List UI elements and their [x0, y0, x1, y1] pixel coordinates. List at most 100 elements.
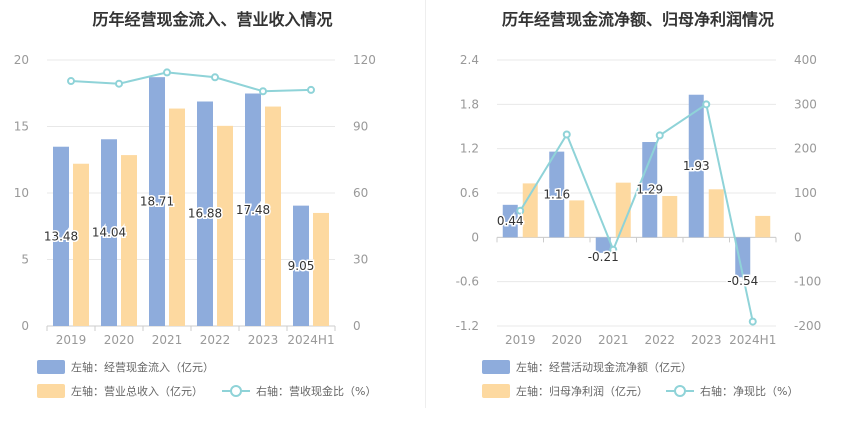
right-chart-y-left-tick-label: -1.2 [456, 319, 479, 333]
right-chart-second-bar [569, 200, 585, 238]
left-chart-ratio-point [163, 68, 171, 77]
right-chart-cash-bar [735, 237, 751, 278]
left-chart-x-tick-label: 2020 [104, 333, 135, 347]
left-chart-y-left-tick-label: 0 [21, 319, 29, 333]
right-chart-y-left-tick-label: 0.6 [460, 186, 479, 200]
left-chart-y-right-tick-label: 90 [353, 120, 368, 134]
left-chart-canvas: 0 5 10 15 20 0 30 60 90 120 2019 2020 2021 2022 2023 20… [14, 53, 376, 347]
left-chart-data-label: 13.48 [44, 229, 78, 243]
right-chart-ratio-point [609, 245, 618, 254]
left-chart-y-left-tick-label: 20 [14, 53, 29, 67]
right-chart-y-right-tick-label: -100 [794, 275, 821, 289]
left-legend-label-ratio: 右轴：营收现金比（%） [256, 385, 377, 398]
right-chart-y-right-tick-label: -200 [794, 319, 821, 333]
left-chart-y-right-tick-label: 60 [353, 186, 368, 200]
left-chart-second-bar [265, 106, 281, 326]
right-chart-ratio-point [655, 131, 664, 140]
right-chart-y-right-tick-label: 200 [794, 142, 817, 156]
right-chart-data-label: -0.54 [727, 274, 758, 288]
right-legend-line-marker-icon [666, 384, 694, 398]
right-chart-data-label: 1.29 [636, 183, 663, 197]
right-legend-item-net-cash-flow[interactable]: 左轴：经营活动现金流净额（亿元） [482, 359, 692, 375]
left-chart-cash-bar [197, 101, 213, 326]
left-legend-item-ratio[interactable]: 右轴：营收现金比（%） [222, 383, 376, 399]
left-chart-data-label: 9.05 [288, 259, 315, 273]
left-chart-cash-bar [149, 77, 165, 326]
right-legend-item-net-cash-ratio[interactable]: 右轴：净现比（%） [666, 383, 798, 399]
right-chart-canvas: -1.2 -0.6 0 0.6 1.2 1.8 2.4 -200 -100 0 100 200 300 4… [456, 53, 822, 347]
right-chart-ratio-point [516, 206, 525, 215]
left-chart-ratio-point [259, 87, 267, 96]
right-chart-data-label: 1.93 [683, 159, 710, 173]
left-chart-second-bar [169, 108, 185, 326]
right-chart-second-bar [522, 183, 538, 238]
right-chart-x-tick-label: 2024H1 [729, 333, 776, 347]
right-chart-y-left-tick-label: 1.8 [460, 97, 479, 111]
left-chart-cash-bar [293, 205, 309, 326]
left-chart-second-bar [121, 155, 137, 326]
left-chart-panel: 历年经营现金流入、营业收入情况 0 5 10 15 20 0 30 60 90 120 2019 20… [14, 10, 376, 399]
right-legend-label-net-profit: 左轴：归母净利润（亿元） [516, 385, 648, 398]
right-chart-ratio-point [748, 317, 757, 326]
left-legend-swatch-blue [37, 360, 65, 374]
left-legend-label-revenue: 左轴：营业总收入（亿元） [71, 385, 203, 398]
right-legend-label-net-cash-flow: 左轴：经营活动现金流净额（亿元） [516, 361, 692, 374]
right-chart-y-right-tick-label: 300 [794, 97, 817, 111]
left-chart-y-right-tick-label: 0 [353, 319, 361, 333]
left-chart-data-label: 16.88 [188, 207, 222, 221]
left-chart-ratio-line [70, 71, 312, 93]
right-chart-x-tick-label: 2021 [598, 333, 629, 347]
left-chart-second-bar [73, 163, 89, 326]
left-chart-x-tick-label: 2022 [200, 333, 231, 347]
left-legend-line-marker-icon [222, 384, 250, 398]
left-chart-y-left-tick-label: 10 [14, 186, 29, 200]
right-chart-x-tick-label: 2020 [551, 333, 582, 347]
right-legend-swatch-blue [482, 360, 510, 374]
right-chart-x-tick-label: 2019 [505, 333, 536, 347]
right-chart-x-tick-label: 2022 [644, 333, 675, 347]
left-chart-ratio-point [115, 79, 123, 88]
left-chart-x-tick-label: 2019 [56, 333, 87, 347]
right-chart-data-label: 0.44 [497, 214, 524, 228]
right-chart-y-right-tick-label: 400 [794, 53, 817, 67]
right-chart-ratio-point [562, 130, 571, 139]
right-legend-label-net-cash-ratio: 右轴：净现比（%） [700, 385, 799, 398]
left-chart-y-left-tick-label: 15 [14, 120, 29, 134]
right-chart-data-label: 1.16 [543, 187, 570, 201]
right-chart-y-left-tick-label: 1.2 [460, 142, 479, 156]
left-legend-item-revenue[interactable]: 左轴：营业总收入（亿元） [37, 383, 203, 399]
right-chart-y-left-tick-label: 0 [471, 230, 479, 244]
right-chart-cash-bar [688, 94, 704, 238]
left-chart-second-bar [217, 125, 233, 327]
left-chart-x-tick-label: 2024H1 [287, 333, 334, 347]
right-chart-y-left-tick-label: 2.4 [460, 53, 479, 67]
right-legend-item-net-profit[interactable]: 左轴：归母净利润（亿元） [482, 383, 648, 399]
left-chart-cash-bar [245, 93, 261, 327]
left-legend-swatch-orange [37, 384, 65, 398]
right-legend-swatch-orange [482, 384, 510, 398]
right-chart-data-label: -0.21 [588, 250, 619, 264]
right-chart-y-right-tick-label: 100 [794, 186, 817, 200]
left-chart-data-label: 14.04 [92, 226, 126, 240]
left-chart-second-bar [313, 212, 329, 326]
left-chart-data-label: 18.71 [140, 195, 174, 209]
left-chart-ratio-point [211, 73, 219, 82]
right-chart-second-bar [615, 182, 631, 238]
left-chart-data-label: 17.48 [236, 203, 270, 217]
left-chart-title: 历年经营现金流入、营业收入情况 [92, 10, 333, 29]
right-chart-cash-bar [642, 142, 658, 238]
right-chart-second-bar [755, 215, 771, 238]
left-chart-y-right-tick-label: 120 [353, 53, 376, 67]
left-chart-cash-bar [53, 146, 69, 326]
left-legend-item-cash-inflow[interactable]: 左轴：经营现金流入（亿元） [37, 359, 214, 375]
left-chart-ratio-point [307, 85, 315, 94]
right-chart-title: 历年经营现金流净额、归母净利润情况 [501, 10, 774, 29]
left-chart-y-right-tick-label: 30 [353, 253, 368, 267]
right-chart-ratio-line [519, 102, 754, 322]
right-chart-ratio-point [702, 100, 711, 109]
left-chart-x-tick-label: 2023 [248, 333, 279, 347]
right-chart-y-left-tick-label: -0.6 [456, 275, 479, 289]
left-chart-x-tick-label: 2021 [152, 333, 183, 347]
left-chart-cash-bar [101, 139, 117, 326]
